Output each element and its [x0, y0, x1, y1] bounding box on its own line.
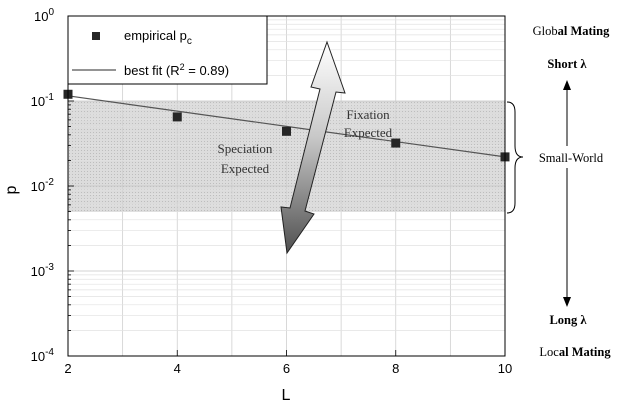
x-axis-title: L: [282, 387, 291, 404]
fixation-expected-label: Expected: [344, 125, 393, 140]
legend: empirical pc best fit (R2 = 0.89): [67, 15, 268, 85]
small-world-label-backdrop: [526, 146, 616, 168]
x-tick-label: 8: [392, 361, 399, 376]
y-tick-label: 10-1: [31, 92, 55, 109]
speciation-label: Speciation: [218, 141, 273, 156]
x-tick-label: 6: [283, 361, 290, 376]
small-world-label: Small-World: [539, 151, 604, 165]
best-fit-line: [67, 95, 506, 158]
x-tick-label: 4: [174, 361, 181, 376]
arrow-up-head: [563, 80, 571, 90]
plot-frame: [67, 15, 506, 357]
x-tick-label: 10: [498, 361, 512, 376]
x-tick-label: 2: [64, 361, 71, 376]
legend-line-label: best fit (R2 = 0.89): [124, 62, 229, 78]
fixation-label: Fixation: [346, 107, 390, 122]
y-axis-title: p: [3, 185, 20, 194]
small-world-brace: [506, 101, 524, 214]
y-tick-label: 10-4: [31, 347, 55, 364]
legend-marker-symbol: [92, 32, 100, 40]
legend-marker-label: empirical pc: [124, 28, 192, 47]
data-point: [282, 126, 291, 136]
double-arrow: [280, 40, 346, 255]
y-tick-label: 100: [34, 7, 54, 24]
y-axis-ticks: 10-4 10-3 10-2 10-1 100: [31, 7, 55, 364]
global-mating-label: Global Mating: [533, 24, 610, 38]
data-point: [172, 112, 182, 122]
local-mating-label: Local Mating: [539, 345, 611, 359]
speciation-expected-label: Expected: [221, 161, 270, 176]
long-lambda-label: Long λ: [549, 313, 587, 327]
legend-box: [67, 15, 268, 85]
short-lambda-label: Short λ: [547, 57, 587, 71]
y-tick-label: 10-2: [31, 177, 55, 194]
data-point: [391, 138, 401, 148]
y-tick-label: 10-3: [31, 262, 55, 279]
grid: [68, 16, 505, 356]
arrow-down-head: [563, 297, 571, 307]
